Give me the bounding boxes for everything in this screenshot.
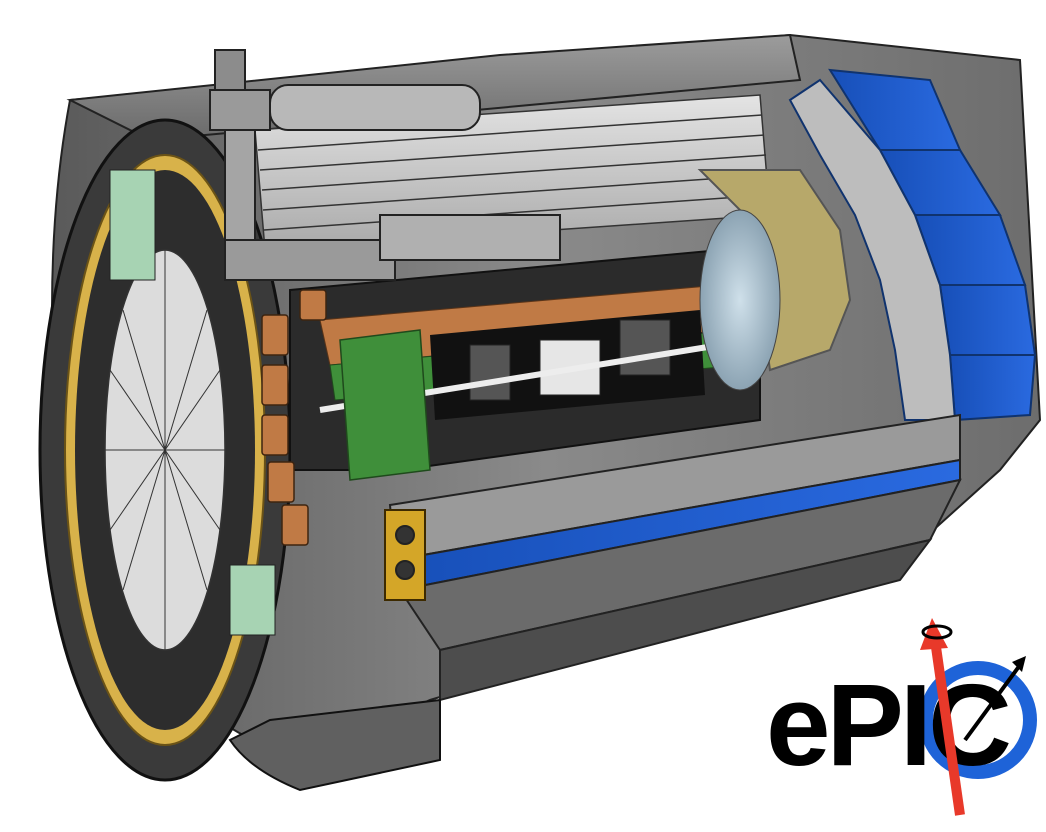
spin-arrow-icon xyxy=(920,618,965,816)
left-endcap xyxy=(38,118,292,782)
blue-endcap-calorimeter xyxy=(788,68,1037,422)
logo-ring xyxy=(919,661,1037,779)
epic-logo: ePIC xyxy=(766,618,1037,816)
lower-outer-shell xyxy=(228,698,441,792)
front-barrel-block xyxy=(384,413,962,702)
cryogenic-pipes xyxy=(209,49,561,281)
copper-segment-ring xyxy=(261,289,327,546)
inner-bore xyxy=(699,209,781,391)
momentum-arrow-icon xyxy=(963,656,1026,742)
green-inner-layer xyxy=(339,329,431,481)
logo-text: ePIC xyxy=(766,660,1009,790)
